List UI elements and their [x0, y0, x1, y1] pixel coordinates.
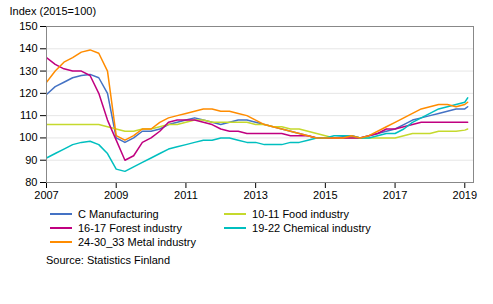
svg-text:90: 90 — [25, 154, 37, 166]
svg-text:2007: 2007 — [34, 189, 58, 201]
svg-text:130: 130 — [19, 65, 37, 77]
svg-text:2019: 2019 — [453, 189, 477, 201]
svg-text:2009: 2009 — [104, 189, 128, 201]
html-text:19-22 Chemical industry: 19-22 Chemical industry — [252, 222, 371, 234]
html-text:16-17 Forest industry: 16-17 Forest industry — [78, 222, 182, 234]
svg-text:110: 110 — [20, 109, 38, 121]
svg-text:2015: 2015 — [313, 189, 337, 201]
svg-text:2017: 2017 — [383, 189, 407, 201]
html-text:Source: Statistics Finland: Source: Statistics Finland — [46, 254, 171, 266]
svg-text:120: 120 — [19, 87, 37, 99]
svg-text:2011: 2011 — [174, 189, 198, 201]
svg-text:140: 140 — [19, 42, 37, 54]
svg-text:Index (2015=100): Index (2015=100) — [10, 5, 97, 17]
svg-text:150: 150 — [19, 20, 37, 32]
html-text:C Manufacturing: C Manufacturing — [78, 208, 159, 220]
html-text:24-30_33 Metal industry: 24-30_33 Metal industry — [78, 236, 196, 248]
svg-text:100: 100 — [19, 131, 37, 143]
svg-text:2013: 2013 — [243, 189, 267, 201]
svg-text:80: 80 — [25, 176, 37, 188]
html-text:10-11 Food industry: 10-11 Food industry — [252, 208, 349, 220]
